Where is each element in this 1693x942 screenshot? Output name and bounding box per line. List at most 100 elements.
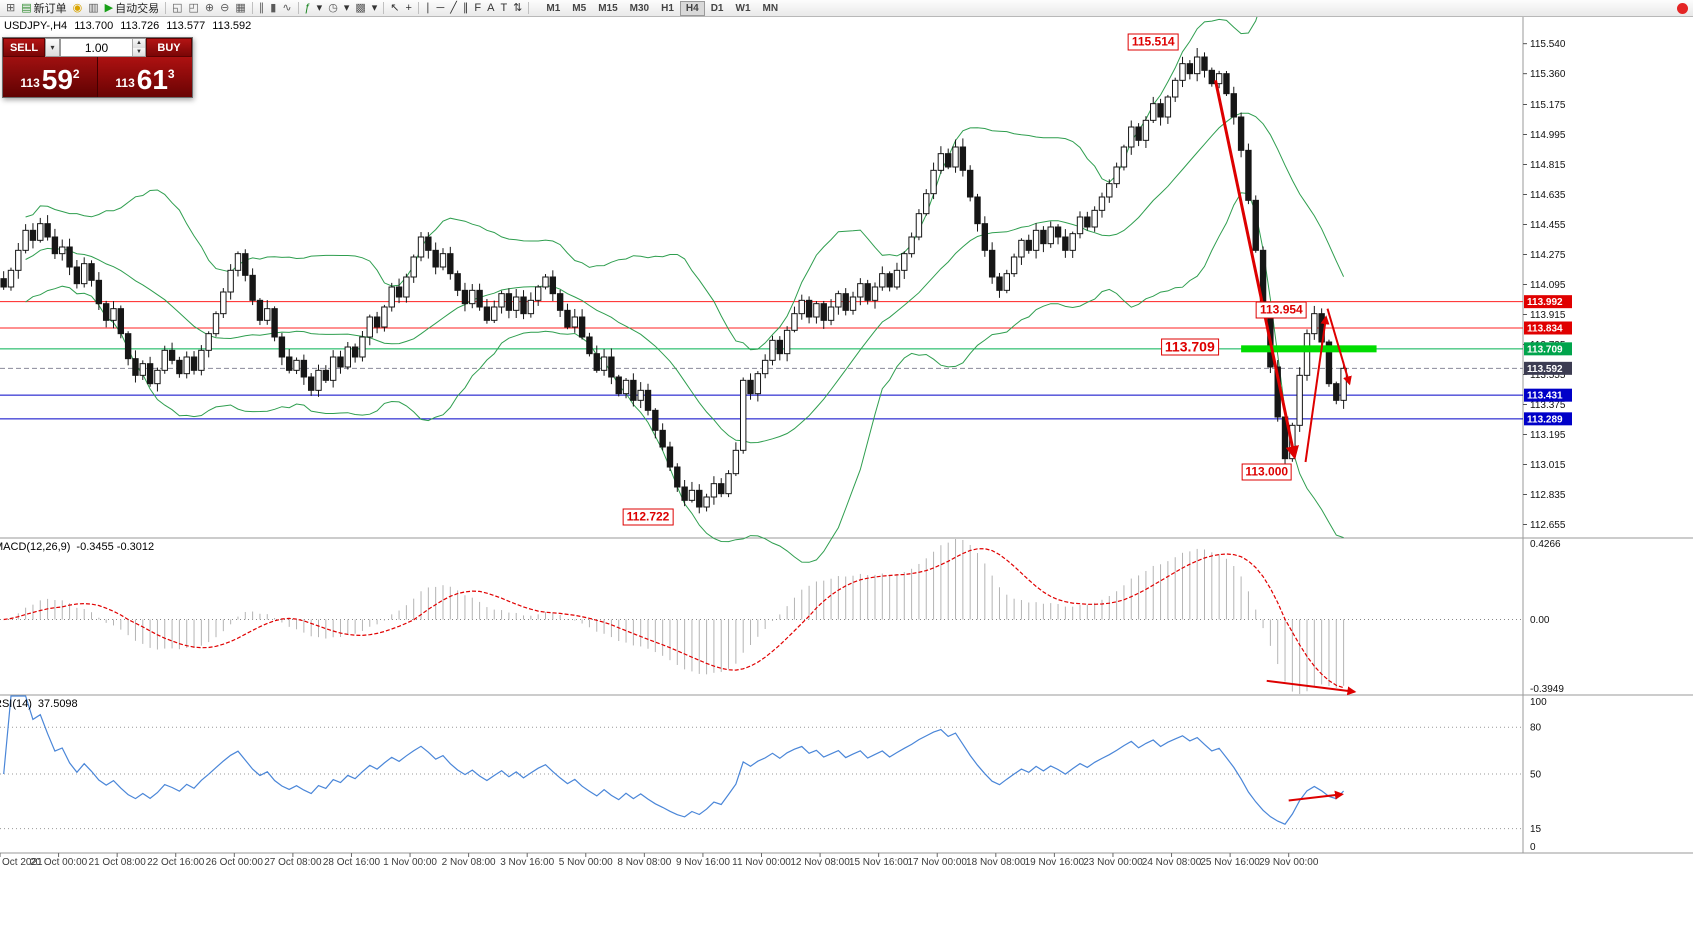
vertical-line-icon[interactable]: ∣ (422, 1, 434, 16)
fibonacci-icon[interactable]: F (471, 1, 484, 16)
windows-cascade-icon[interactable]: ◱ (169, 1, 185, 16)
bull-candle-body (513, 296, 520, 311)
volume-stepper[interactable]: ▲ ▼ (132, 39, 145, 56)
trendline-icon[interactable]: ╱ (447, 1, 460, 16)
alerts-bell-icon[interactable]: ◉ (70, 1, 86, 16)
crosshair-icon[interactable]: + (403, 1, 415, 16)
bull-candle-body (901, 253, 908, 271)
buy-price-box[interactable]: 113 61 3 (98, 57, 192, 97)
annotation-arrow[interactable] (1304, 315, 1330, 463)
macd-name: MACD(12,26,9) (0, 541, 71, 553)
bear-candle-body (549, 276, 557, 295)
bear-candle-body (556, 293, 564, 311)
bull-candle-body (754, 373, 762, 395)
volume-up-icon[interactable]: ▲ (133, 39, 145, 48)
templates-dropdown[interactable]: ▾ (369, 1, 381, 16)
timeframe-d1[interactable]: D1 (710, 2, 724, 14)
horizontal-line-icon[interactable]: ─ (433, 1, 447, 16)
buy-price-sup: 3 (167, 67, 175, 81)
highlight-zone[interactable] (1241, 345, 1377, 353)
bear-candle-body (168, 349, 176, 361)
line-chart-type-icon[interactable]: ∿ (279, 1, 294, 16)
cursor-icon[interactable]: ↖ (387, 1, 402, 16)
bull-candle-body (1142, 119, 1150, 141)
bull-candle-body (637, 389, 644, 401)
bear-candle-body (1252, 199, 1259, 251)
price-level-tag-label: 113.431 (1527, 391, 1563, 402)
text-icon[interactable]: A (484, 1, 497, 16)
bear-candle-body (1208, 69, 1216, 85)
candlestick-chart-type-icon[interactable]: ▮ (267, 1, 279, 16)
bear-candle-body (286, 356, 293, 371)
indicators-icon[interactable]: ƒ (302, 1, 314, 16)
zoom-out-icon[interactable]: ⊖ (217, 1, 232, 16)
toolbar-separator (251, 2, 253, 14)
price-axis-label: 115.540 (1530, 39, 1566, 50)
grid-icon[interactable]: ▦ (232, 1, 248, 16)
annotation-arrow[interactable] (1326, 308, 1352, 386)
timeframe-m5[interactable]: M5 (572, 2, 587, 14)
bear-candle-body (564, 309, 571, 328)
order-type-dropdown[interactable]: ▾ (45, 38, 60, 57)
annotation-arrow[interactable] (1214, 80, 1299, 460)
new-chart-icon[interactable]: ⊞ (3, 1, 18, 16)
price-callout[interactable]: 112.722 (622, 508, 674, 526)
templates-icon[interactable]: ▩ (352, 1, 368, 16)
bull-candle-body (534, 286, 542, 301)
price-axis-label: 113.915 (1530, 310, 1566, 321)
timeframe-w1[interactable]: W1 (735, 2, 751, 14)
windows-tile-icon[interactable]: ◰ (186, 1, 202, 16)
new-order-button[interactable]: ▤ 新订单 (18, 1, 69, 16)
time-axis-label: 22 Oct 16:00 (147, 857, 205, 868)
bull-candle-body (915, 213, 923, 238)
annotation-arrow[interactable] (1266, 679, 1357, 696)
price-callout[interactable]: 113.709 (1160, 338, 1219, 356)
arrows-icon[interactable]: ⇅ (510, 1, 525, 16)
label-icon[interactable]: T (497, 1, 510, 16)
bar-chart-type-icon[interactable]: ∥ (256, 1, 268, 16)
notification-dot-icon[interactable] (1677, 3, 1688, 14)
annotation-arrow[interactable] (1288, 790, 1344, 802)
bear-candle-body (256, 299, 264, 321)
periods-icon[interactable]: ◷ (325, 1, 341, 16)
autotrading-button[interactable]: ▶ 自动交易 (102, 1, 162, 16)
rsi-name: RSI(14) (0, 698, 32, 710)
bear-candle-body (505, 293, 513, 311)
bull-candle-body (37, 223, 44, 241)
volume-input[interactable] (61, 39, 132, 56)
indicators-dropdown[interactable]: ▾ (314, 1, 326, 16)
rsi-value: 37.5098 (37, 698, 78, 710)
timeframe-m1[interactable]: M1 (546, 2, 561, 14)
bull-candle-body (849, 296, 857, 311)
buy-button[interactable]: BUY (146, 38, 192, 57)
channel-icon[interactable]: ∥ (460, 1, 472, 16)
zoom-in-icon[interactable]: ⊕ (202, 1, 217, 16)
bull-candle-body (871, 286, 879, 301)
sell-button[interactable]: SELL (3, 38, 45, 57)
rsi-axis-label: 15 (1530, 824, 1542, 835)
price-callout[interactable]: 113.000 (1241, 463, 1293, 481)
bull-candle-body (403, 276, 410, 298)
price-axis-label: 114.815 (1530, 160, 1566, 171)
price-callout[interactable]: 115.514 (1127, 33, 1179, 51)
volume-down-icon[interactable]: ▼ (133, 47, 145, 56)
bull-candle-body (1120, 146, 1128, 168)
bull-candle-body (183, 356, 190, 375)
timeframe-m30[interactable]: M30 (629, 2, 650, 14)
bear-candle-body (820, 303, 827, 321)
timeframe-mn[interactable]: MN (762, 2, 779, 14)
timeframe-h4[interactable]: H4 (679, 0, 705, 16)
periods-icon: ◷ (328, 1, 338, 14)
time-axis-label: 24 Nov 08:00 (1142, 857, 1202, 868)
time-axis-label: 21 Oct 08:00 (89, 857, 147, 868)
time-axis-label: 9 Nov 16:00 (676, 857, 730, 868)
high-value: 113.726 (120, 20, 160, 32)
periods-dropdown[interactable]: ▾ (341, 1, 353, 16)
market-watch-icon[interactable]: ▥ (85, 1, 101, 16)
sell-price-box[interactable]: 113 59 2 (3, 57, 98, 97)
price-callout[interactable]: 113.954 (1256, 301, 1307, 319)
timeframe-h1[interactable]: H1 (661, 2, 674, 14)
bull-candle-body (857, 283, 864, 298)
timeframe-m15[interactable]: M15 (598, 2, 618, 14)
